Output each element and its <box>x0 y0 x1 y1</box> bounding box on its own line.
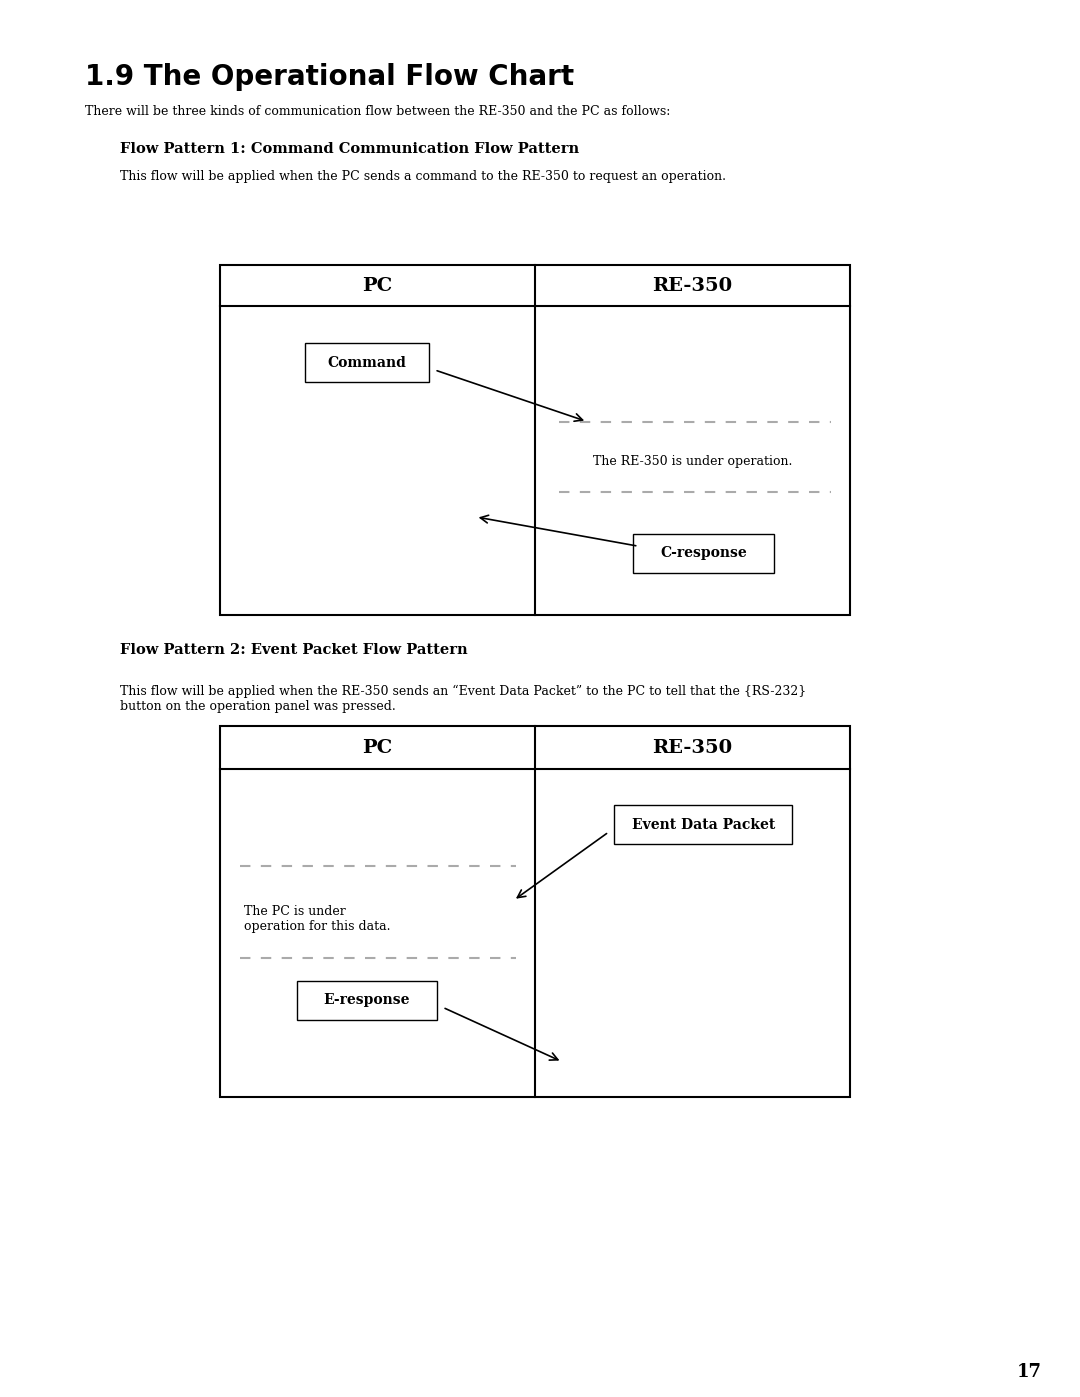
Text: 1.9 The Operational Flow Chart: 1.9 The Operational Flow Chart <box>85 63 575 91</box>
Text: RE-350: RE-350 <box>652 739 732 757</box>
Text: PC: PC <box>363 277 393 295</box>
Text: E-response: E-response <box>324 993 410 1007</box>
Text: Flow Pattern 1: Command Communication Flow Pattern: Flow Pattern 1: Command Communication Fl… <box>120 142 579 156</box>
Text: 17: 17 <box>1016 1363 1042 1380</box>
Text: There will be three kinds of communication flow between the RE-350 and the PC as: There will be three kinds of communicati… <box>85 105 671 117</box>
Text: RE-350: RE-350 <box>652 277 732 295</box>
Text: The RE-350 is under operation.: The RE-350 is under operation. <box>593 454 793 468</box>
Text: Command: Command <box>327 356 406 370</box>
Text: This flow will be applied when the PC sends a command to the RE-350 to request a: This flow will be applied when the PC se… <box>120 170 726 183</box>
Bar <box>220 265 850 615</box>
Bar <box>615 805 793 844</box>
Text: The PC is under
operation for this data.: The PC is under operation for this data. <box>244 905 391 933</box>
Text: This flow will be applied when the RE-350 sends an “Event Data Packet” to the PC: This flow will be applied when the RE-35… <box>120 685 806 712</box>
Text: Event Data Packet: Event Data Packet <box>632 817 775 833</box>
Text: C-response: C-response <box>660 546 746 560</box>
Text: PC: PC <box>363 739 393 757</box>
Text: Flow Pattern 2: Event Packet Flow Pattern: Flow Pattern 2: Event Packet Flow Patter… <box>120 643 468 657</box>
Bar <box>297 981 437 1020</box>
Bar <box>305 344 429 383</box>
Bar <box>220 726 850 1097</box>
Bar <box>633 534 773 573</box>
